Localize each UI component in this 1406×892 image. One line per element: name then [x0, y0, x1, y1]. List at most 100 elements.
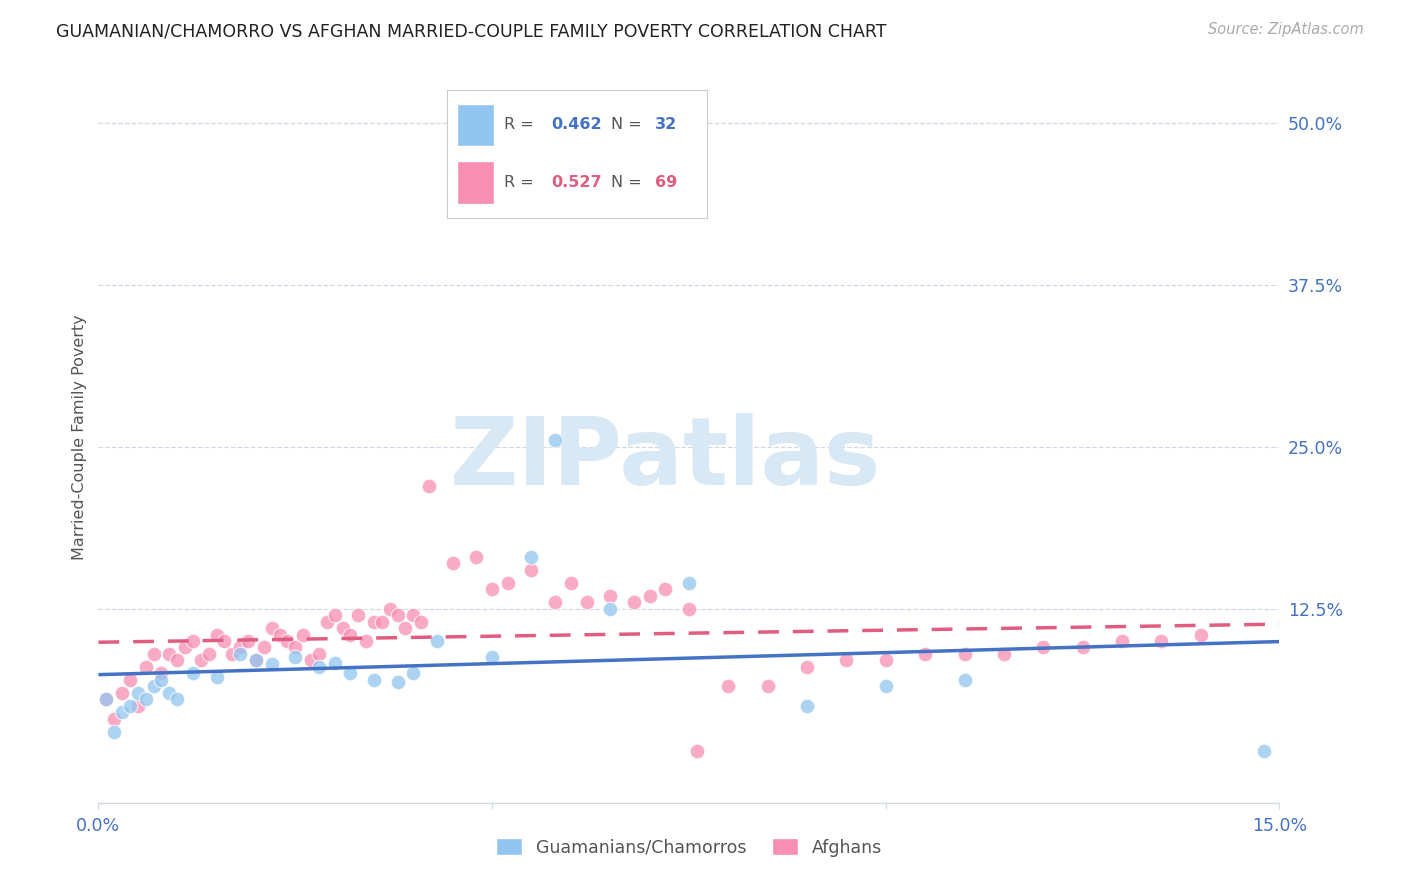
Point [157, 647, 180, 661]
Point [150, 666, 173, 681]
Point [174, 640, 197, 655]
Point [315, 615, 337, 629]
Point [276, 634, 298, 648]
Point [756, 679, 779, 693]
Point [560, 575, 582, 590]
Point [103, 712, 125, 726]
Point [953, 673, 976, 687]
Point [796, 698, 818, 713]
Point [205, 627, 228, 641]
Point [332, 621, 354, 635]
Point [181, 666, 204, 681]
Point [103, 724, 125, 739]
Point [686, 744, 709, 758]
Point [1111, 634, 1133, 648]
Point [127, 698, 149, 713]
Point [623, 595, 645, 609]
Point [914, 647, 936, 661]
Point [157, 686, 180, 700]
Point [402, 608, 425, 623]
Point [387, 608, 409, 623]
Point [181, 634, 204, 648]
Point [599, 589, 621, 603]
Point [654, 582, 676, 597]
Point [111, 686, 134, 700]
Point [260, 657, 283, 672]
Point [394, 621, 416, 635]
Point [236, 634, 259, 648]
Point [96, 692, 118, 706]
Text: Source: ZipAtlas.com: Source: ZipAtlas.com [1208, 22, 1364, 37]
Point [245, 653, 267, 667]
Point [441, 557, 464, 571]
Point [96, 692, 118, 706]
Point [1189, 627, 1212, 641]
Point [127, 686, 149, 700]
Point [371, 615, 394, 629]
Point [363, 615, 385, 629]
Point [308, 647, 330, 661]
Point [520, 563, 543, 577]
Point [1150, 634, 1173, 648]
Point [678, 601, 700, 615]
Point [308, 660, 330, 674]
Point [1071, 640, 1094, 655]
Point [221, 647, 243, 661]
Point [363, 673, 385, 687]
Point [323, 656, 346, 670]
Point [575, 595, 598, 609]
Point [387, 675, 409, 690]
Point [1253, 744, 1275, 758]
Point [166, 653, 188, 667]
Text: GUAMANIAN/CHAMORRO VS AFGHAN MARRIED-COUPLE FAMILY POVERTY CORRELATION CHART: GUAMANIAN/CHAMORRO VS AFGHAN MARRIED-COU… [56, 22, 887, 40]
Point [835, 653, 858, 667]
Point [142, 679, 165, 693]
Point [520, 549, 543, 564]
Point [599, 601, 621, 615]
Text: ZIPatlas: ZIPatlas [450, 413, 882, 505]
Point [323, 608, 346, 623]
Point [465, 549, 488, 564]
Point [875, 653, 897, 667]
Point [111, 705, 134, 719]
Point [245, 653, 267, 667]
Point [229, 640, 252, 655]
Y-axis label: Married-Couple Family Poverty: Married-Couple Family Poverty [72, 314, 87, 560]
Point [205, 670, 228, 684]
Point [292, 627, 315, 641]
Point [481, 649, 503, 664]
Point [717, 679, 740, 693]
Point [378, 601, 401, 615]
Point [197, 647, 219, 661]
Point [544, 434, 567, 448]
Point [796, 660, 818, 674]
Point [678, 575, 700, 590]
Point [284, 640, 307, 655]
Point [253, 640, 276, 655]
Point [118, 698, 141, 713]
Point [347, 608, 370, 623]
Point [426, 634, 449, 648]
Point [481, 582, 503, 597]
Point [229, 647, 252, 661]
Point [166, 692, 188, 706]
Point [214, 634, 236, 648]
Point [1032, 640, 1054, 655]
Point [339, 666, 361, 681]
Point [135, 692, 157, 706]
Point [411, 615, 433, 629]
Legend: Guamanians/Chamorros, Afghans: Guamanians/Chamorros, Afghans [489, 831, 889, 863]
Point [299, 653, 322, 667]
Point [638, 589, 661, 603]
Point [135, 660, 157, 674]
Point [118, 673, 141, 687]
Point [284, 649, 307, 664]
Point [339, 627, 361, 641]
Point [402, 666, 425, 681]
Point [150, 673, 173, 687]
Point [953, 647, 976, 661]
Point [190, 653, 212, 667]
Point [496, 575, 519, 590]
Point [544, 595, 567, 609]
Point [875, 679, 897, 693]
